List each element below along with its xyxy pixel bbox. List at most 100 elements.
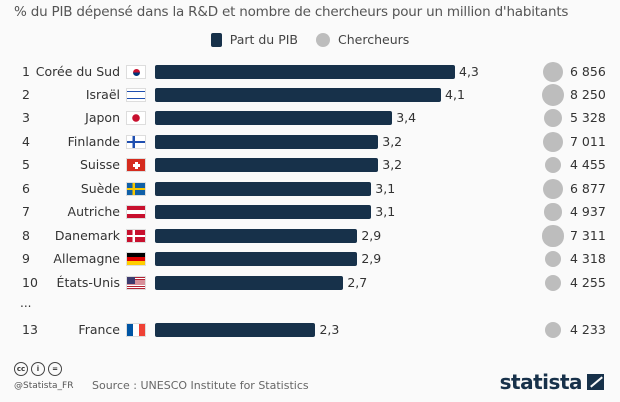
chart-row: 4 Finlande 3,2 7 011 [0, 131, 620, 153]
flag-jp-icon [126, 111, 146, 125]
logo-text: statista [499, 370, 583, 394]
pib-bar [155, 135, 379, 149]
chart-row: 1 Corée du Sud 4,3 6 856 [0, 61, 620, 83]
pib-value-label: 2,9 [361, 228, 382, 243]
chercheurs-value-label: 4 233 [570, 322, 606, 337]
source-text: Source : UNESCO Institute for Statistics [92, 379, 309, 392]
pib-bar [155, 205, 372, 219]
rank-label: 5 [22, 157, 30, 172]
chercheurs-bubble [544, 203, 562, 221]
rank-label: 1 [22, 64, 30, 79]
country-label: Finlande [67, 134, 120, 149]
chercheurs-bubble [542, 131, 564, 153]
pib-bar [155, 182, 372, 196]
country-label: Allemagne [53, 251, 120, 266]
rank-label: 9 [22, 251, 30, 266]
pib-bar [155, 276, 344, 290]
pib-value-label: 3,1 [375, 204, 396, 219]
legend-item-pib: Part du PIB [210, 32, 298, 47]
statista-logo-icon [587, 374, 604, 390]
rank-label: 2 [22, 87, 30, 102]
chercheurs-bubble [542, 178, 564, 200]
no-derivatives-icon: = [48, 362, 62, 376]
pib-value-label: 2,3 [319, 322, 340, 337]
chart-row: 8 Danemark 2,9 7 311 [0, 225, 620, 247]
chart-row: 13 France 2,3 4 233 [0, 320, 620, 340]
country-label: États-Unis [56, 275, 120, 290]
chercheurs-value-label: 4 937 [570, 204, 606, 219]
flag-ch-icon [126, 158, 146, 172]
rank-label: 4 [22, 134, 30, 149]
chercheurs-bubble [542, 61, 564, 83]
pib-value-label: 3,2 [382, 157, 403, 172]
flag-kr-icon [126, 65, 146, 79]
country-label: Corée du Sud [35, 64, 120, 79]
chercheurs-value-label: 4 318 [570, 251, 606, 266]
country-label: Suède [80, 181, 120, 196]
license-icons: cc i = [14, 362, 62, 376]
ellipsis: ... [20, 296, 32, 310]
pib-value-label: 3,4 [396, 110, 417, 125]
pib-bar [155, 65, 455, 79]
attribution-icon: i [31, 362, 45, 376]
legend-item-chercheurs: Chercheurs [316, 32, 409, 47]
chercheurs-bubble [542, 225, 564, 247]
pib-bar [155, 158, 379, 172]
cc-icon: cc [14, 362, 28, 376]
chercheurs-value-label: 4 255 [570, 275, 606, 290]
chercheurs-bubble [544, 274, 562, 292]
chercheurs-bubble [544, 156, 562, 174]
chercheurs-bubble [541, 83, 565, 107]
pib-bar [155, 252, 358, 266]
chart-row: 10 États-Unis 2,7 4 255 [0, 273, 620, 293]
chercheurs-value-label: 4 455 [570, 157, 606, 172]
chercheurs-value-label: 5 328 [570, 110, 606, 125]
flag-fi-icon [126, 135, 146, 149]
chart-row: 5 Suisse 3,2 4 455 [0, 155, 620, 175]
twitter-handle: @Statista_FR [14, 381, 74, 391]
flag-de-icon [126, 252, 146, 266]
chart-row: 9 Allemagne 2,9 4 318 [0, 249, 620, 269]
pib-value-label: 3,2 [382, 134, 403, 149]
pib-bar [155, 111, 393, 125]
chercheurs-value-label: 7 311 [570, 228, 606, 243]
legend: Part du PIB Chercheurs [0, 32, 620, 47]
rank-label: 3 [22, 110, 30, 125]
chart-row: 7 Autriche 3,1 4 937 [0, 202, 620, 222]
pib-value-label: 2,7 [347, 275, 368, 290]
chercheurs-bubble [544, 250, 562, 268]
chercheurs-bubble [543, 108, 563, 128]
flag-us-icon [126, 276, 146, 290]
legend-label: Chercheurs [338, 32, 410, 47]
pib-bar [155, 88, 442, 102]
statista-logo: statista [500, 370, 604, 394]
country-label: Suisse [79, 157, 120, 172]
pib-value-label: 4,1 [445, 87, 465, 102]
legend-swatch-dot [316, 32, 330, 47]
chart-row: 2 Israël 4,1 8 250 [0, 83, 620, 107]
country-label: Autriche [67, 204, 120, 219]
flag-il-icon [126, 88, 146, 102]
rank-label: 13 [22, 322, 38, 337]
chart-row: 3 Japon 3,4 5 328 [0, 108, 620, 128]
chercheurs-value-label: 8 250 [570, 87, 606, 102]
pib-bar [155, 323, 316, 337]
chercheurs-value-label: 6 856 [570, 64, 606, 79]
chercheurs-value-label: 7 011 [570, 134, 606, 149]
chercheurs-bubble [544, 321, 562, 339]
pib-bar [155, 229, 358, 243]
flag-fr-icon [126, 323, 146, 337]
rank-label: 6 [22, 181, 30, 196]
rank-label: 8 [22, 228, 30, 243]
chart-title: % du PIB dépensé dans la R&D et nombre d… [14, 4, 569, 20]
pib-value-label: 3,1 [375, 181, 396, 196]
legend-swatch-bar [210, 32, 222, 47]
legend-label: Part du PIB [229, 32, 298, 47]
chart-row: 6 Suède 3,1 6 877 [0, 178, 620, 200]
flag-dk-icon [126, 229, 146, 243]
pib-value-label: 4,3 [459, 64, 479, 79]
rank-label: 7 [22, 204, 30, 219]
country-label: France [78, 322, 120, 337]
flag-at-icon [126, 205, 146, 219]
